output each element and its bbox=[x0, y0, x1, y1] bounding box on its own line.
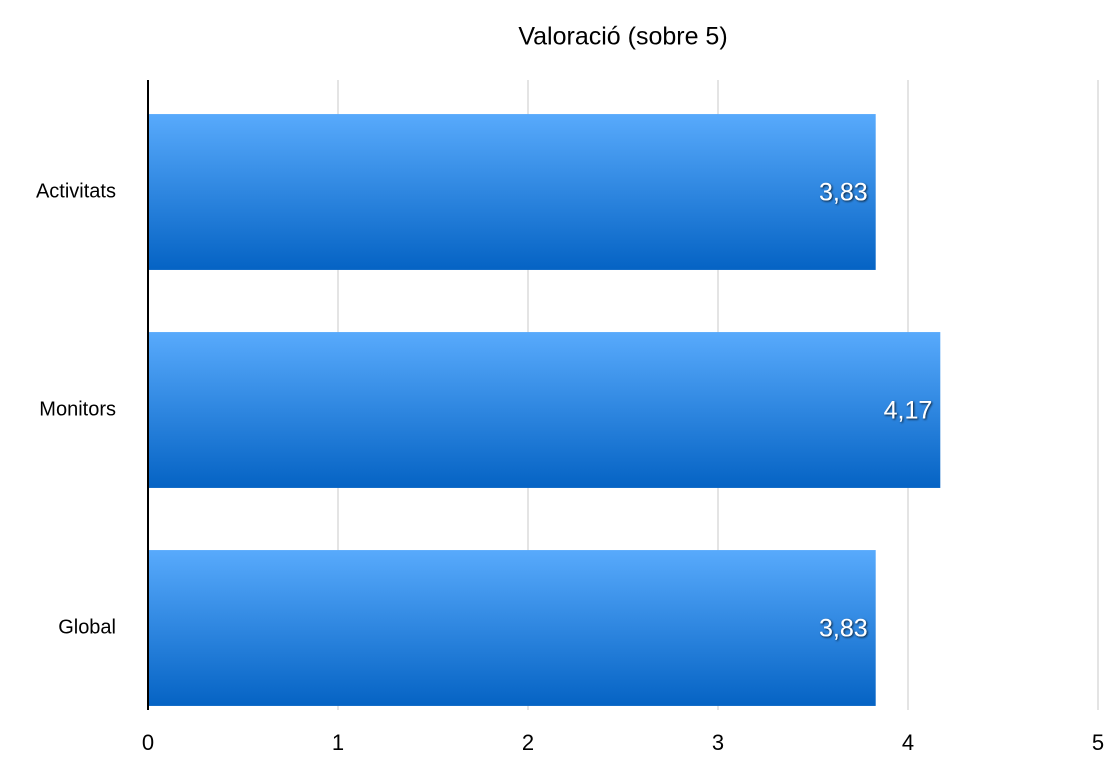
bar bbox=[148, 332, 941, 488]
bar bbox=[148, 550, 876, 706]
x-tick-label: 1 bbox=[332, 730, 344, 755]
x-tick-label: 4 bbox=[902, 730, 914, 755]
y-tick-label: Activitats bbox=[36, 180, 116, 202]
y-tick-label: Monitors bbox=[39, 398, 116, 420]
value-label: 3,83 bbox=[819, 615, 868, 643]
bar bbox=[148, 114, 876, 270]
value-label: 4,17 bbox=[884, 397, 933, 425]
y-tick-label: Global bbox=[58, 616, 116, 638]
x-tick-label: 0 bbox=[142, 730, 154, 755]
x-tick-label: 5 bbox=[1092, 730, 1104, 755]
x-tick-label: 2 bbox=[522, 730, 534, 755]
value-label: 3,83 bbox=[819, 179, 868, 207]
x-tick-label: 3 bbox=[712, 730, 724, 755]
chart-title: Valoració (sobre 5) bbox=[518, 23, 727, 51]
